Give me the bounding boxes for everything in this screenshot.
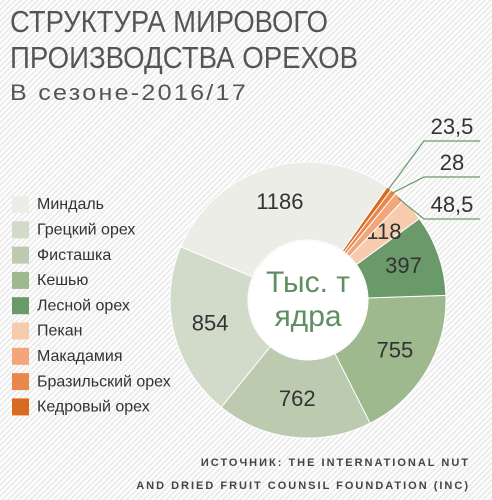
legend-label: Пекан — [37, 323, 82, 340]
donut-slice — [341, 186, 392, 253]
center-circle — [249, 241, 367, 359]
value-label: 1186 — [256, 189, 303, 214]
leader-line — [391, 176, 480, 194]
chart-title: ПРОИЗВОДСТВА ОРЕХОВ — [10, 40, 358, 75]
legend-swatch — [12, 196, 29, 213]
value-label: 854 — [192, 311, 229, 336]
value-label: 762 — [279, 386, 316, 411]
legend-label: Фисташка — [37, 247, 111, 264]
center-label: Тыс. т — [266, 266, 350, 299]
legend-swatch — [12, 398, 29, 416]
center-label: ядра — [274, 300, 341, 333]
value-label: 48,5 — [431, 192, 474, 217]
legend-label: Миндаль — [37, 196, 104, 213]
legend-swatch — [12, 322, 29, 340]
donut-slice — [334, 294, 447, 424]
leader-line — [387, 140, 480, 191]
donut-slice — [179, 161, 388, 278]
legend-label: Бразильский орех — [37, 373, 171, 390]
legend-label: Грецкий орех — [37, 222, 135, 239]
legend-label: Кедровый орех — [37, 399, 150, 416]
legend-swatch — [12, 297, 29, 315]
donut-slice — [169, 246, 271, 408]
value-label: 755 — [377, 337, 414, 362]
legend-swatch — [12, 347, 29, 365]
leader-line — [397, 197, 480, 220]
legend-swatch — [12, 271, 29, 289]
legend-swatch — [12, 246, 29, 264]
source: ИСТОЧНИК: THE INTERNATIONAL NUT — [201, 457, 470, 469]
legend-swatch — [12, 221, 29, 239]
value-label: 397 — [385, 253, 422, 278]
legend-label: Лесной орех — [37, 297, 130, 314]
value-label: 28 — [440, 150, 464, 175]
source: AND DRIED FRUIT COUNSIL FOUNDATION (INC) — [136, 480, 470, 492]
chart-title: СТРУКТУРА МИРОВОГО — [10, 4, 328, 39]
value-label: 23,5 — [431, 114, 474, 139]
chart-subtitle: В сезоне-2016/17 — [10, 80, 248, 105]
donut-slice — [220, 345, 371, 439]
legend-label: Макадамия — [37, 348, 123, 365]
legend-swatch — [12, 373, 29, 391]
legend-label: Кешью — [37, 272, 88, 289]
